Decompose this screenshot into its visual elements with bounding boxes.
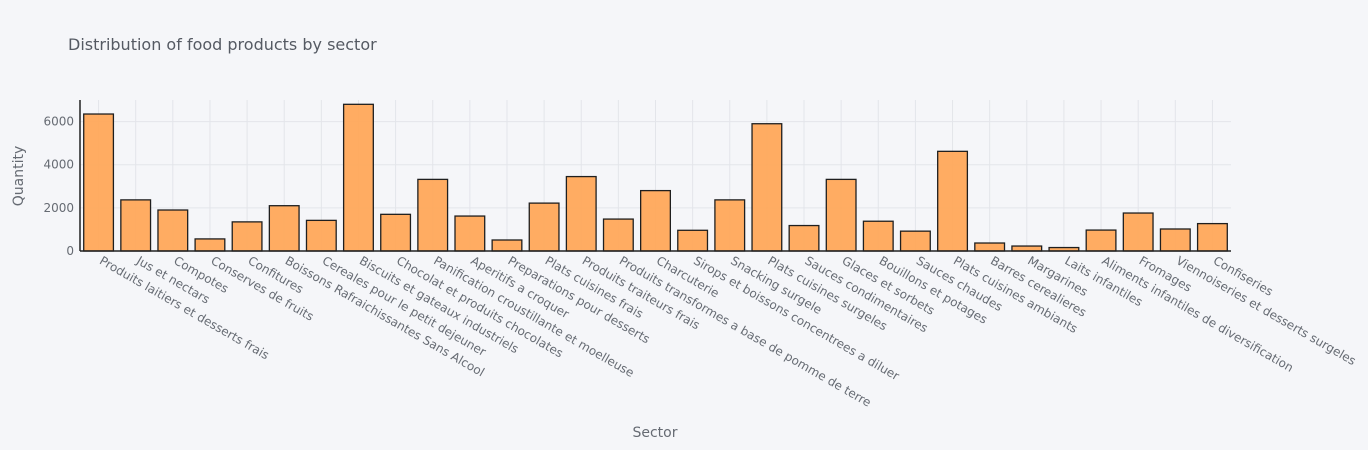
y-tick-label: 4000 — [43, 158, 74, 172]
bar — [862, 220, 894, 252]
bar — [788, 224, 820, 252]
bar — [1196, 222, 1228, 252]
bars — [83, 103, 1228, 252]
bar — [491, 239, 523, 252]
bar — [974, 242, 1006, 252]
bar — [157, 209, 189, 252]
bar — [417, 178, 449, 252]
bar — [1085, 229, 1117, 252]
bar — [194, 238, 226, 252]
y-tick-label: 2000 — [43, 201, 74, 215]
y-tick-labels: 0 2000 4000 6000 — [43, 115, 74, 258]
bar — [231, 221, 263, 252]
bar — [677, 229, 709, 252]
x-axis-title: Sector — [632, 425, 677, 441]
bar — [602, 218, 634, 252]
bar — [342, 103, 374, 252]
bar — [120, 199, 152, 252]
bar — [751, 123, 783, 252]
bar — [268, 205, 300, 252]
bar — [305, 219, 337, 252]
bar — [380, 213, 412, 252]
bar — [83, 113, 115, 252]
bar — [825, 178, 857, 252]
y-tick-label: 0 — [66, 244, 74, 258]
chart-title: Distribution of food products by sector — [68, 35, 377, 54]
bar — [528, 202, 560, 252]
axes — [79, 100, 1231, 252]
bar — [1122, 212, 1154, 252]
bar — [565, 175, 597, 252]
bar — [639, 189, 672, 252]
bar — [899, 230, 931, 252]
y-tick-label: 6000 — [43, 115, 74, 129]
bar — [454, 215, 486, 252]
bar — [937, 150, 969, 252]
bar — [1159, 228, 1191, 252]
y-axis-title: Quantity — [11, 146, 27, 207]
bar — [714, 199, 746, 252]
